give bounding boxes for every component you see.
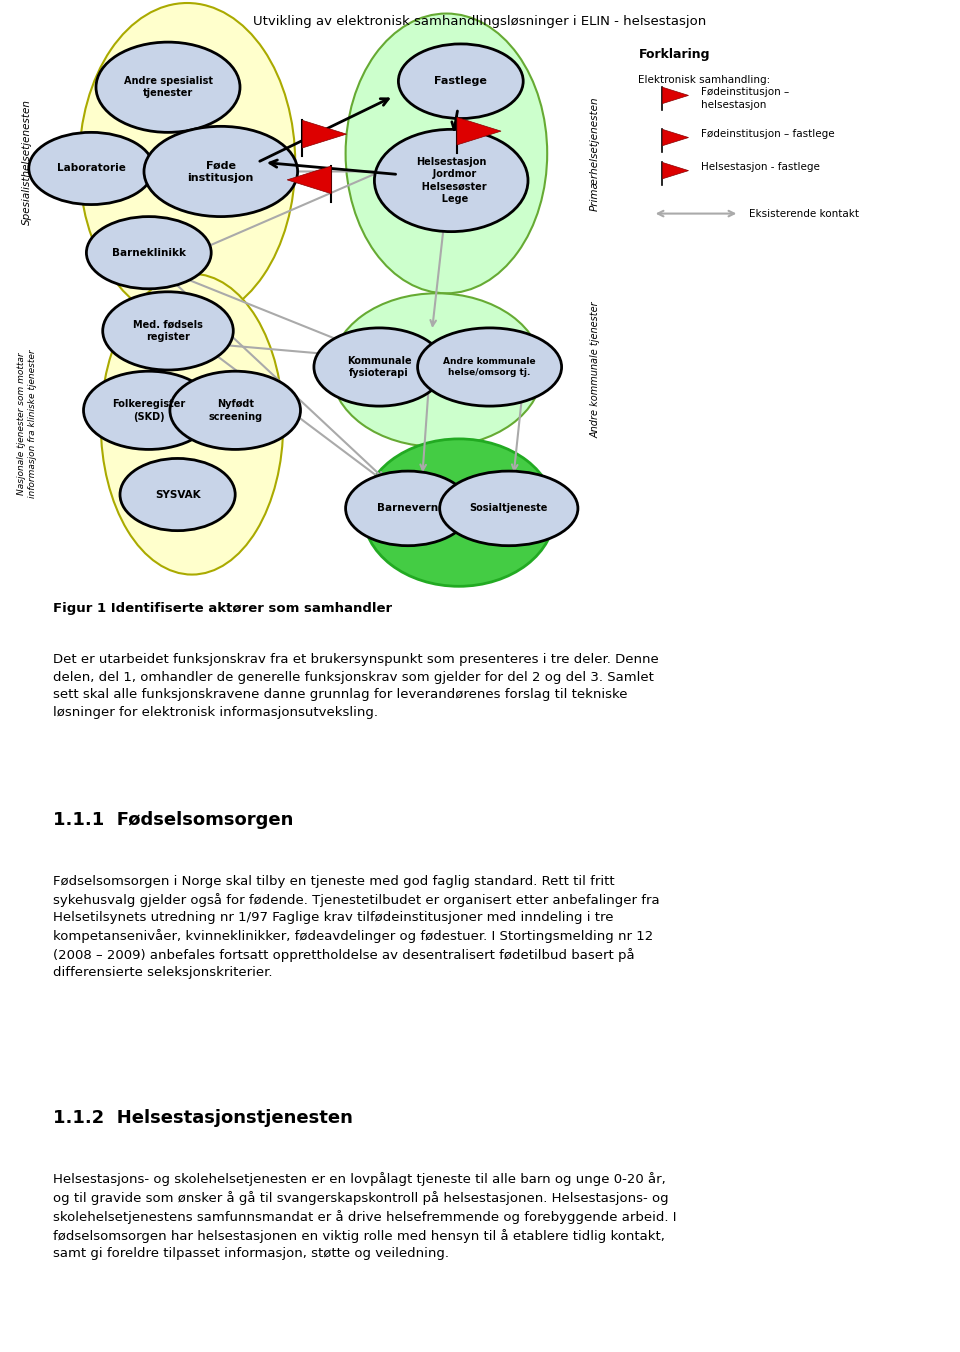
- Ellipse shape: [363, 439, 555, 587]
- Text: 1.1.2  Helsestasjonstjenesten: 1.1.2 Helsestasjonstjenesten: [53, 1109, 352, 1126]
- Ellipse shape: [29, 132, 154, 204]
- Text: Andre kommunale tjenester: Andre kommunale tjenester: [590, 301, 600, 438]
- Ellipse shape: [80, 3, 296, 322]
- Text: Fødeinstitusjon –
helsestasjon: Fødeinstitusjon – helsestasjon: [701, 88, 789, 110]
- Text: Eksisterende kontakt: Eksisterende kontakt: [749, 208, 859, 219]
- Text: Helsestasjon
  Jordmor
  Helsesøster
  Lege: Helsestasjon Jordmor Helsesøster Lege: [416, 157, 487, 204]
- Polygon shape: [302, 120, 347, 147]
- Ellipse shape: [398, 43, 523, 119]
- Polygon shape: [287, 166, 331, 193]
- Ellipse shape: [101, 273, 283, 575]
- Text: SYSVAK: SYSVAK: [155, 489, 201, 499]
- Text: Helsestasjons- og skolehelsetjenesten er en lovpålagt tjeneste til alle barn og : Helsestasjons- og skolehelsetjenesten er…: [53, 1172, 676, 1260]
- Text: Folkeregister
(SKD): Folkeregister (SKD): [112, 399, 185, 422]
- Text: 1.1.1  Fødselsomsorgen: 1.1.1 Fødselsomsorgen: [53, 811, 293, 829]
- Text: Nasjonale tjenester som mottar
informasjon fra kliniske tjenester: Nasjonale tjenester som mottar informasj…: [17, 350, 36, 499]
- Ellipse shape: [331, 293, 542, 446]
- Text: Primærhelsetjenesten: Primærhelsetjenesten: [590, 96, 600, 211]
- Ellipse shape: [144, 126, 298, 216]
- Text: Figur 1 Identifiserte aktører som samhandler: Figur 1 Identifiserte aktører som samhan…: [53, 602, 392, 615]
- Polygon shape: [457, 118, 501, 145]
- Text: Helsestasjon - fastlege: Helsestasjon - fastlege: [701, 162, 820, 173]
- Text: Sosialtjeneste: Sosialtjeneste: [469, 503, 548, 514]
- Text: Med. fødsels
register: Med. fødsels register: [133, 319, 203, 342]
- Ellipse shape: [84, 372, 214, 449]
- Ellipse shape: [346, 470, 470, 546]
- Ellipse shape: [86, 216, 211, 289]
- Polygon shape: [662, 130, 688, 146]
- Text: Nyfødt
screening: Nyfødt screening: [208, 399, 262, 422]
- Ellipse shape: [346, 14, 547, 293]
- Polygon shape: [662, 88, 688, 104]
- Text: Andre kommunale
helse/omsorg tj.: Andre kommunale helse/omsorg tj.: [444, 357, 536, 377]
- Text: Det er utarbeidet funksjonskrav fra et brukersynspunkt som presenteres i tre del: Det er utarbeidet funksjonskrav fra et b…: [53, 653, 659, 718]
- Ellipse shape: [103, 292, 233, 370]
- Text: Barnevern: Barnevern: [377, 503, 439, 514]
- Text: Andre spesialist
tjenester: Andre spesialist tjenester: [124, 76, 212, 99]
- Text: Fødeinstitusjon – fastlege: Fødeinstitusjon – fastlege: [701, 130, 834, 139]
- Text: Kommunale
fysioterapi: Kommunale fysioterapi: [347, 356, 412, 379]
- Ellipse shape: [170, 372, 300, 449]
- Text: Elektronisk samhandling:: Elektronisk samhandling:: [638, 76, 771, 85]
- Ellipse shape: [374, 130, 528, 231]
- Text: Forklaring: Forklaring: [638, 49, 709, 61]
- Text: Utvikling av elektronisk samhandlingsløsninger i ELIN - helsestasjon: Utvikling av elektronisk samhandlingsløs…: [253, 15, 707, 28]
- Ellipse shape: [314, 329, 444, 406]
- Text: Fødselsomsorgen i Norge skal tilby en tjeneste med god faglig standard. Rett til: Fødselsomsorgen i Norge skal tilby en tj…: [53, 875, 660, 979]
- Text: Føde
institusjon: Føde institusjon: [187, 161, 254, 183]
- Text: Spesialisthelsetjenesten: Spesialisthelsetjenesten: [22, 100, 32, 226]
- Text: Fastlege: Fastlege: [434, 76, 488, 87]
- Ellipse shape: [96, 42, 240, 132]
- Ellipse shape: [120, 458, 235, 530]
- Ellipse shape: [440, 470, 578, 546]
- Text: Laboratorie: Laboratorie: [57, 164, 126, 173]
- Ellipse shape: [418, 329, 562, 406]
- Polygon shape: [662, 162, 688, 178]
- Text: Barneklinikk: Barneklinikk: [111, 247, 186, 258]
